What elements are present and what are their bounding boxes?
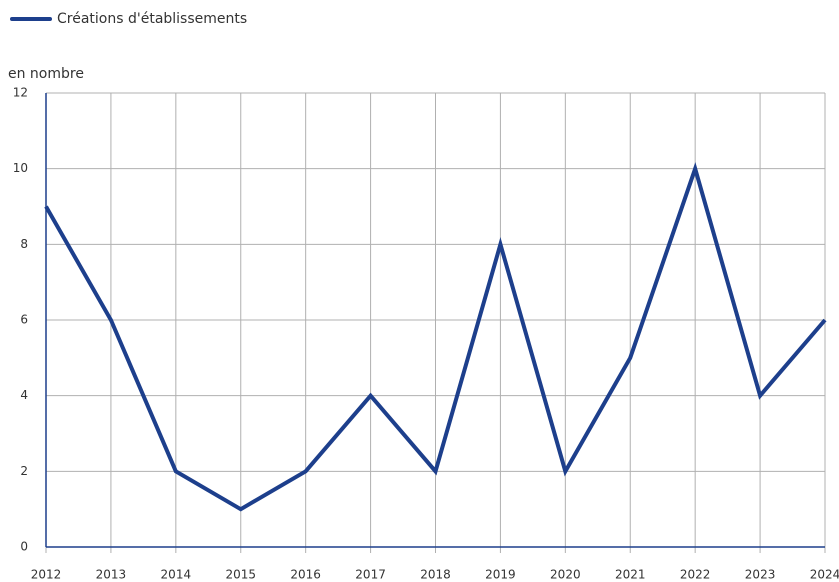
legend-label: Créations d'établissements: [57, 11, 247, 27]
x-tick-label: 2018: [420, 568, 451, 582]
y-tick-label: 2: [20, 464, 28, 478]
x-tick-label: 2024: [810, 568, 839, 582]
x-tick-label: 2021: [615, 568, 646, 582]
x-tick-label: 2013: [96, 568, 127, 582]
x-tick-label: 2019: [485, 568, 516, 582]
x-tick-label: 2016: [290, 568, 321, 582]
x-tick-label: 2022: [680, 568, 711, 582]
y-tick-label: 8: [20, 237, 28, 251]
y-tick-label: 10: [13, 161, 28, 175]
y-tick-label: 4: [20, 388, 28, 402]
x-tick-label: 2023: [745, 568, 776, 582]
x-tick-label: 2020: [550, 568, 581, 582]
x-tick-label: 2015: [225, 568, 256, 582]
x-tick-label: 2014: [161, 568, 192, 582]
x-tick-label: 2017: [355, 568, 386, 582]
y-tick-label: 12: [13, 86, 28, 100]
x-tick-label: 2012: [31, 568, 62, 582]
data-line: [44, 161, 827, 512]
y-tick-label: 0: [20, 540, 28, 554]
y-tick-label: 6: [20, 313, 28, 327]
y-axis-label: en nombre: [8, 66, 84, 82]
